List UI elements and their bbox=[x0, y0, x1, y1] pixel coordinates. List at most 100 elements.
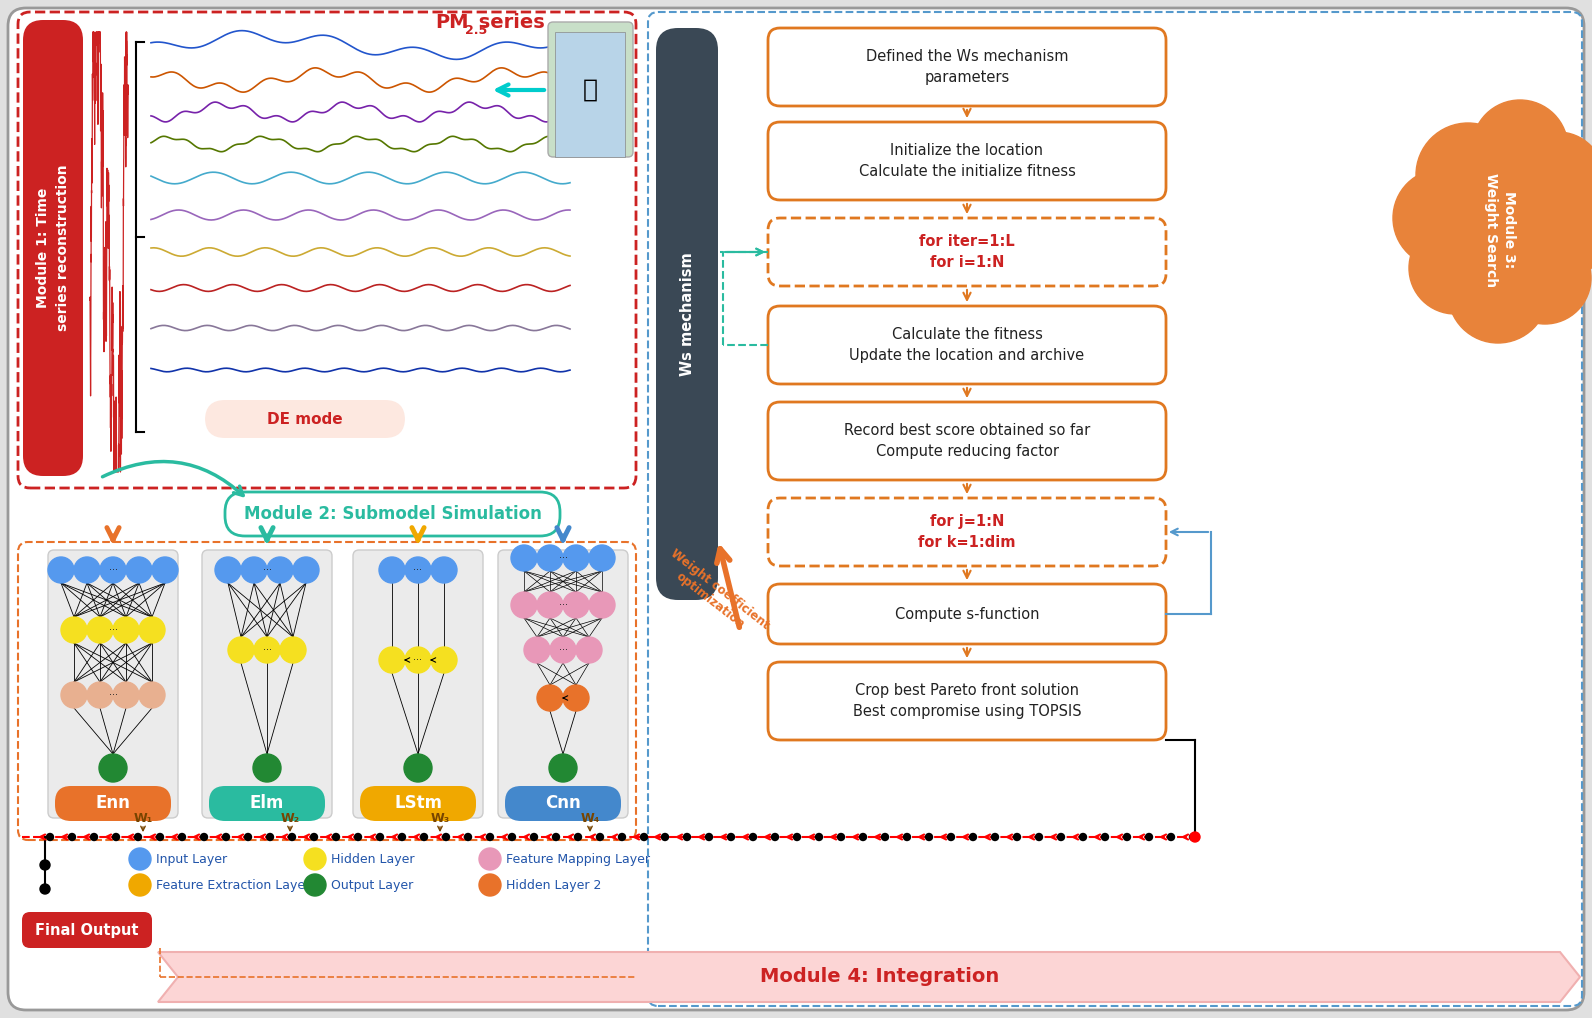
Circle shape bbox=[1079, 834, 1086, 841]
Text: Output Layer: Output Layer bbox=[331, 879, 414, 892]
Circle shape bbox=[88, 682, 113, 708]
Circle shape bbox=[1449, 243, 1547, 343]
Circle shape bbox=[431, 647, 457, 673]
Circle shape bbox=[266, 834, 274, 841]
Circle shape bbox=[925, 834, 933, 841]
Circle shape bbox=[511, 592, 537, 618]
Text: Ws mechanism: Ws mechanism bbox=[680, 252, 694, 376]
Circle shape bbox=[379, 647, 404, 673]
Text: Module 4: Integration: Module 4: Integration bbox=[761, 967, 1000, 986]
Circle shape bbox=[564, 545, 589, 571]
Polygon shape bbox=[158, 952, 1579, 1002]
Circle shape bbox=[129, 874, 151, 896]
Circle shape bbox=[1167, 834, 1175, 841]
Circle shape bbox=[379, 557, 404, 583]
Circle shape bbox=[404, 754, 431, 782]
Circle shape bbox=[88, 617, 113, 643]
Circle shape bbox=[860, 834, 866, 841]
FancyBboxPatch shape bbox=[548, 22, 634, 157]
Circle shape bbox=[355, 834, 361, 841]
Circle shape bbox=[398, 834, 406, 841]
Text: Module 2: Submodel Simulation: Module 2: Submodel Simulation bbox=[244, 505, 541, 523]
Text: ···: ··· bbox=[108, 565, 118, 575]
Circle shape bbox=[793, 834, 801, 841]
Circle shape bbox=[134, 834, 142, 841]
Circle shape bbox=[1014, 834, 1020, 841]
Circle shape bbox=[537, 592, 564, 618]
Circle shape bbox=[48, 557, 73, 583]
Circle shape bbox=[537, 685, 564, 711]
Circle shape bbox=[223, 834, 229, 841]
Circle shape bbox=[1189, 834, 1197, 841]
Circle shape bbox=[431, 557, 457, 583]
Circle shape bbox=[139, 682, 166, 708]
Circle shape bbox=[1189, 832, 1200, 842]
Circle shape bbox=[129, 848, 151, 870]
Circle shape bbox=[511, 545, 537, 571]
FancyBboxPatch shape bbox=[48, 550, 178, 818]
Text: W₂: W₂ bbox=[280, 812, 299, 826]
Circle shape bbox=[479, 848, 501, 870]
Circle shape bbox=[662, 834, 669, 841]
Text: ···: ··· bbox=[559, 645, 567, 655]
Text: for j=1:N
for k=1:dim: for j=1:N for k=1:dim bbox=[919, 514, 1016, 550]
Circle shape bbox=[215, 557, 240, 583]
Circle shape bbox=[1102, 834, 1108, 841]
Circle shape bbox=[99, 754, 127, 782]
FancyBboxPatch shape bbox=[22, 20, 83, 476]
Circle shape bbox=[970, 834, 976, 841]
Circle shape bbox=[139, 617, 166, 643]
Text: ···: ··· bbox=[108, 690, 118, 700]
FancyBboxPatch shape bbox=[505, 786, 621, 821]
Circle shape bbox=[60, 682, 88, 708]
Circle shape bbox=[1393, 169, 1492, 267]
Text: Module 1: Time
series reconstruction: Module 1: Time series reconstruction bbox=[37, 165, 70, 331]
Circle shape bbox=[310, 834, 317, 841]
Circle shape bbox=[304, 848, 326, 870]
Circle shape bbox=[1035, 834, 1043, 841]
Text: 🏗: 🏗 bbox=[583, 78, 597, 102]
Circle shape bbox=[113, 834, 119, 841]
Text: Calculate the fitness
Update the location and archive: Calculate the fitness Update the locatio… bbox=[850, 328, 1084, 362]
Text: ···: ··· bbox=[414, 565, 422, 575]
Text: Cnn: Cnn bbox=[544, 794, 581, 812]
Circle shape bbox=[113, 617, 139, 643]
Circle shape bbox=[376, 834, 384, 841]
Text: 2.5: 2.5 bbox=[465, 23, 487, 37]
Text: W₃: W₃ bbox=[430, 812, 449, 826]
Circle shape bbox=[293, 557, 318, 583]
Circle shape bbox=[479, 874, 501, 896]
Text: Hidden Layer: Hidden Layer bbox=[331, 852, 414, 865]
Text: Hidden Layer 2: Hidden Layer 2 bbox=[506, 879, 602, 892]
Circle shape bbox=[589, 592, 615, 618]
Circle shape bbox=[46, 834, 54, 841]
Text: Enn: Enn bbox=[96, 794, 131, 812]
Circle shape bbox=[705, 834, 713, 841]
FancyBboxPatch shape bbox=[22, 912, 151, 948]
Circle shape bbox=[280, 637, 306, 663]
FancyBboxPatch shape bbox=[767, 498, 1165, 566]
Circle shape bbox=[420, 834, 428, 841]
Circle shape bbox=[1057, 834, 1065, 841]
Circle shape bbox=[1438, 166, 1562, 290]
Text: ···: ··· bbox=[559, 600, 567, 610]
Circle shape bbox=[530, 834, 538, 841]
Circle shape bbox=[564, 592, 589, 618]
Circle shape bbox=[465, 834, 471, 841]
Circle shape bbox=[508, 834, 516, 841]
Circle shape bbox=[575, 834, 581, 841]
Circle shape bbox=[1500, 232, 1590, 324]
Circle shape bbox=[443, 834, 449, 841]
Circle shape bbox=[40, 860, 49, 870]
FancyBboxPatch shape bbox=[209, 786, 325, 821]
Circle shape bbox=[549, 637, 576, 663]
FancyBboxPatch shape bbox=[656, 29, 718, 600]
Circle shape bbox=[619, 834, 626, 841]
Circle shape bbox=[404, 557, 431, 583]
Circle shape bbox=[815, 834, 823, 841]
Circle shape bbox=[947, 834, 955, 841]
Circle shape bbox=[240, 557, 267, 583]
Text: Feature Mapping Layer: Feature Mapping Layer bbox=[506, 852, 650, 865]
Text: Module 3:
Weight Search: Module 3: Weight Search bbox=[1484, 173, 1516, 287]
Circle shape bbox=[750, 834, 756, 841]
